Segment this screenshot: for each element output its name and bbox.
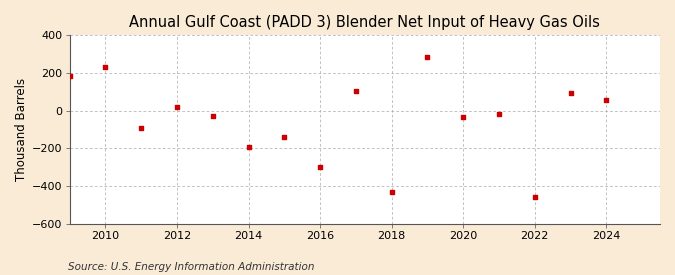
Point (350, 89, 361, 93)
Point (565, 91, 576, 95)
Point (207, 114, 218, 119)
Point (458, 115, 468, 120)
Point (422, 55, 433, 59)
Text: Source: U.S. Energy Information Administration: Source: U.S. Energy Information Administ… (68, 262, 314, 272)
Y-axis label: Thousand Barrels: Thousand Barrels (15, 78, 28, 181)
Point (315, 165, 325, 169)
Point (64, 74, 75, 78)
Point (136, 125, 146, 130)
Point (529, 195, 540, 200)
Point (493, 111, 504, 116)
Point (386, 189, 397, 194)
Title: Annual Gulf Coast (PADD 3) Blender Net Input of Heavy Gas Oils: Annual Gulf Coast (PADD 3) Blender Net I… (130, 15, 600, 30)
Point (601, 98, 612, 103)
Point (279, 135, 290, 139)
Point (243, 144, 254, 149)
Point (100, 65, 111, 70)
Point (171, 105, 182, 109)
